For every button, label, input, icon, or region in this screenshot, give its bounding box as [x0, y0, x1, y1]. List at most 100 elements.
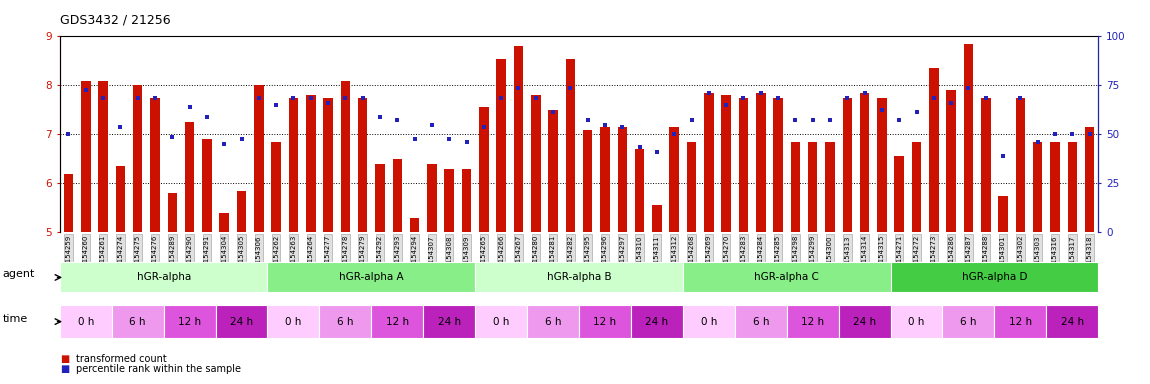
Text: 6 h: 6 h [752, 316, 769, 327]
Bar [631, 305, 683, 338]
Bar [371, 305, 423, 338]
Text: hGR-alpha D: hGR-alpha D [961, 272, 1027, 283]
Text: 12 h: 12 h [802, 316, 825, 327]
Bar [323, 98, 332, 232]
Bar [237, 191, 246, 232]
Text: hGR-alpha: hGR-alpha [137, 272, 191, 283]
Bar [475, 262, 683, 293]
Text: 12 h: 12 h [385, 316, 409, 327]
Bar [60, 305, 112, 338]
Text: 12 h: 12 h [178, 316, 201, 327]
Bar [946, 90, 956, 232]
Bar [289, 98, 298, 232]
Bar [268, 262, 475, 293]
Text: percentile rank within the sample: percentile rank within the sample [76, 364, 240, 374]
Bar [497, 58, 506, 232]
Bar [392, 159, 402, 232]
Bar [843, 98, 852, 232]
Bar [254, 86, 263, 232]
Bar [995, 305, 1046, 338]
Bar [964, 44, 973, 232]
Bar [340, 81, 350, 232]
Bar [998, 195, 1007, 232]
Bar [268, 305, 320, 338]
Text: ■: ■ [60, 364, 69, 374]
Bar [929, 68, 938, 232]
Bar [1033, 142, 1042, 232]
Bar [600, 127, 610, 232]
Bar [480, 108, 489, 232]
Text: 6 h: 6 h [545, 316, 561, 327]
Bar [306, 95, 315, 232]
Bar [163, 305, 215, 338]
Bar [531, 95, 540, 232]
Text: hGR-alpha C: hGR-alpha C [754, 272, 819, 283]
Bar [1046, 305, 1098, 338]
Bar [756, 93, 766, 232]
Bar [185, 122, 194, 232]
Bar [462, 169, 471, 232]
Text: 24 h: 24 h [230, 316, 253, 327]
Text: 24 h: 24 h [438, 316, 461, 327]
Text: hGR-alpha B: hGR-alpha B [546, 272, 612, 283]
Bar [652, 205, 661, 232]
Bar [358, 98, 368, 232]
Bar [890, 305, 943, 338]
Bar [81, 81, 91, 232]
Text: 12 h: 12 h [1009, 316, 1032, 327]
Bar [63, 174, 74, 232]
Text: transformed count: transformed count [76, 354, 167, 364]
Text: 0 h: 0 h [285, 316, 301, 327]
Text: 0 h: 0 h [700, 316, 716, 327]
Bar [735, 305, 787, 338]
Bar [790, 142, 800, 232]
Bar [151, 98, 160, 232]
Bar [168, 193, 177, 232]
Bar [618, 127, 627, 232]
Text: 6 h: 6 h [130, 316, 146, 327]
Text: time: time [2, 313, 28, 324]
Bar [912, 142, 921, 232]
Text: 0 h: 0 h [493, 316, 509, 327]
Bar [409, 218, 420, 232]
Text: GDS3432 / 21256: GDS3432 / 21256 [60, 13, 170, 26]
Text: 12 h: 12 h [593, 316, 616, 327]
Bar [808, 142, 818, 232]
Bar [320, 305, 371, 338]
Bar [877, 98, 887, 232]
Bar [1015, 98, 1025, 232]
Bar [721, 95, 731, 232]
Bar [220, 213, 229, 232]
Bar [826, 142, 835, 232]
Bar [202, 139, 212, 232]
Bar [271, 142, 281, 232]
Bar [60, 262, 268, 293]
Bar [1067, 142, 1078, 232]
Bar [475, 305, 527, 338]
Text: 6 h: 6 h [960, 316, 976, 327]
Text: hGR-alpha A: hGR-alpha A [339, 272, 404, 283]
Bar [514, 46, 523, 232]
Bar [444, 169, 454, 232]
Text: ■: ■ [60, 354, 69, 364]
Text: 0 h: 0 h [77, 316, 94, 327]
Bar [116, 166, 125, 232]
Bar [549, 110, 558, 232]
Bar [773, 98, 783, 232]
Bar [1050, 142, 1060, 232]
Bar [860, 93, 869, 232]
Bar [98, 81, 108, 232]
Bar [527, 305, 578, 338]
Text: 24 h: 24 h [853, 316, 876, 327]
Bar [427, 164, 437, 232]
Text: 0 h: 0 h [908, 316, 925, 327]
Bar [578, 305, 631, 338]
Bar [669, 127, 678, 232]
Bar [133, 86, 143, 232]
Bar [787, 305, 838, 338]
Bar [981, 98, 990, 232]
Bar [895, 156, 904, 232]
Bar [838, 305, 890, 338]
Bar [566, 58, 575, 232]
Bar [683, 305, 735, 338]
